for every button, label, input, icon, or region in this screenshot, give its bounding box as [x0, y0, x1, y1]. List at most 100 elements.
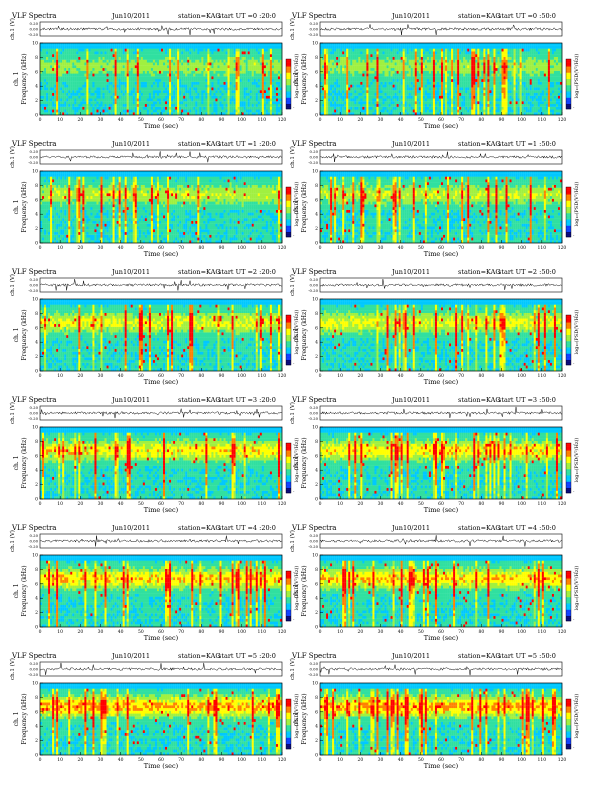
spectrogram-cell	[84, 85, 86, 88]
spectrogram-cell	[105, 76, 107, 79]
spectrogram-cell	[119, 98, 121, 101]
spectrogram-cell	[209, 73, 211, 76]
spectrogram-cell	[46, 93, 48, 96]
spectrogram-cell	[250, 109, 252, 112]
spectrogram-cell	[98, 73, 100, 76]
spectrogram-cell	[276, 79, 278, 82]
spectrogram-cell	[246, 90, 248, 93]
spectrogram-cell	[113, 85, 115, 88]
spectrogram-cell	[70, 104, 72, 107]
spectrogram-cell	[262, 85, 264, 88]
spectrogram-cell	[258, 82, 260, 85]
spectrogram-cell	[262, 98, 264, 101]
spectrogram-cell	[274, 85, 276, 88]
spectrogram-cell	[84, 101, 86, 104]
spectrogram-cell	[94, 96, 96, 99]
spectrogram-cell	[264, 82, 266, 85]
spectrogram-cell	[92, 87, 94, 90]
spectrogram-cell	[266, 85, 268, 88]
spectrogram-cell	[131, 109, 133, 112]
spectrogram-cell	[179, 79, 181, 82]
spectrogram-cell	[123, 101, 125, 104]
spectrogram-cell	[52, 87, 54, 90]
spectrogram-cell	[72, 87, 74, 90]
spectrogram-cell	[62, 87, 64, 90]
spectrogram-cell	[52, 90, 54, 93]
spectrogram-cell	[195, 107, 197, 110]
spectrogram-cell	[244, 76, 246, 79]
spectrogram-cell	[173, 87, 175, 90]
spectrogram-cell	[74, 79, 76, 82]
spectrogram-cell	[276, 90, 278, 93]
spectrogram-cell	[276, 82, 278, 85]
spectrogram-cell	[175, 68, 177, 71]
spectrogram-cell	[123, 98, 125, 101]
spectrogram-cell	[254, 93, 256, 96]
spectrogram-cell	[278, 85, 280, 88]
spectrogram-cell	[155, 73, 157, 76]
spectrogram-cell	[54, 87, 56, 90]
spectrogram-cell	[173, 109, 175, 112]
spectrogram-cell	[147, 79, 149, 82]
spectrogram-cell	[248, 68, 250, 71]
spectrogram-cell	[101, 98, 103, 101]
waveform-tick-label: 0.00	[30, 27, 39, 32]
spectrogram-cell	[199, 93, 201, 96]
spectrogram-cell	[143, 73, 145, 76]
spectrogram-cell	[250, 101, 252, 104]
spectrogram-cell	[82, 71, 84, 74]
spectrogram-cell	[139, 71, 141, 74]
spectrogram-cell	[244, 71, 246, 74]
spectrogram-cell	[185, 96, 187, 99]
spectrogram-cell	[155, 79, 157, 82]
spectrogram-cell	[266, 104, 268, 107]
spectrogram-cell	[50, 109, 52, 112]
spectrogram-cell	[70, 62, 72, 65]
spectrogram-cell	[60, 85, 62, 88]
spectrogram-cell	[80, 65, 82, 68]
spectrogram-cell	[219, 101, 221, 104]
spectrogram-cell	[74, 73, 76, 76]
spectrogram-cell	[195, 101, 197, 104]
spectrogram-cell	[117, 109, 119, 112]
spectrogram-cell	[101, 79, 103, 82]
spectrogram-cell	[129, 107, 131, 110]
spectrogram-cell	[201, 98, 203, 101]
spectrogram-cell	[151, 107, 153, 110]
spectrogram-cell	[151, 76, 153, 79]
spectrogram-cell	[151, 98, 153, 101]
spectrogram-cell	[250, 82, 252, 85]
spectrogram-cell	[187, 85, 189, 88]
spectrogram-cell	[201, 68, 203, 71]
spectrogram-cell	[147, 68, 149, 71]
spectrogram-cell	[84, 104, 86, 107]
spectrogram-cell	[242, 73, 244, 76]
spectrogram-cell	[66, 98, 68, 101]
spectrogram-cell	[80, 93, 82, 96]
spectrogram-cell	[234, 109, 236, 112]
spectrogram-cell	[228, 79, 230, 82]
spectrogram-cell	[177, 87, 179, 90]
spectrogram-cell	[111, 93, 113, 96]
spectrogram-cell	[165, 71, 167, 74]
spectrogram-cell	[181, 79, 183, 82]
spectrogram-cell	[197, 93, 199, 96]
spectrogram-cell	[141, 71, 143, 74]
spectrogram-cell	[98, 107, 100, 110]
spectrogram-cell	[211, 76, 213, 79]
spectrogram-cell	[236, 82, 238, 85]
spectrogram-cell	[82, 93, 84, 96]
spectrogram-cell	[66, 93, 68, 96]
spectrogram-cell	[149, 79, 151, 82]
spectrogram-cell	[197, 76, 199, 79]
spectrogram-cell	[143, 107, 145, 110]
spectrogram-cell	[252, 79, 254, 82]
spectrogram-cell	[105, 109, 107, 112]
spectrogram-cell	[101, 101, 103, 104]
spectrogram-cell	[270, 109, 272, 112]
spectrogram-cell	[222, 82, 224, 85]
spectrogram-cell	[197, 85, 199, 88]
spectrogram-cell	[183, 82, 185, 85]
spectrogram-cell	[90, 82, 92, 85]
spectrogram-cell	[266, 98, 268, 101]
